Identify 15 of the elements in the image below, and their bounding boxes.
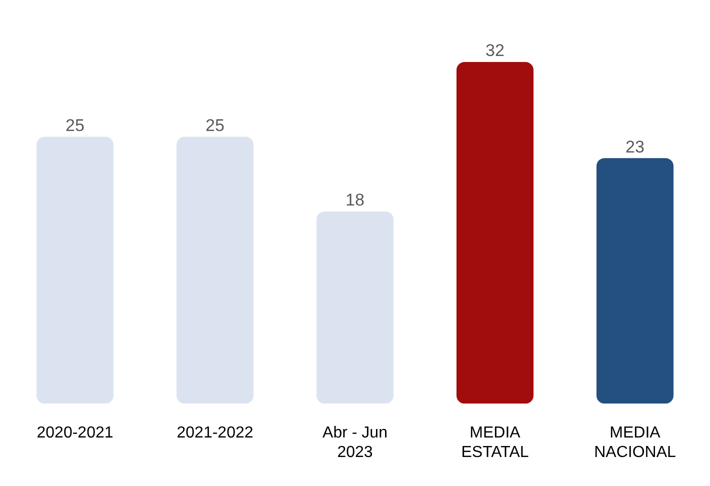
data-label: 32 bbox=[486, 41, 504, 60]
data-label: 25 bbox=[66, 116, 84, 135]
bar bbox=[316, 211, 394, 404]
x-tick-label: 2021-2022 bbox=[176, 424, 254, 442]
data-label: 25 bbox=[206, 116, 224, 135]
bar bbox=[176, 136, 254, 404]
bar bbox=[36, 136, 114, 404]
x-tick-label: MEDIA NACIONAL bbox=[594, 424, 676, 461]
x-tick-label: MEDIA ESTATAL bbox=[461, 424, 529, 461]
x-tick-label: 2020-2021 bbox=[36, 424, 114, 442]
bar bbox=[456, 62, 534, 404]
x-tick-label: Abr - Jun 2023 bbox=[322, 424, 388, 461]
data-label: 18 bbox=[346, 190, 364, 210]
data-label: 23 bbox=[626, 137, 644, 156]
bar bbox=[596, 158, 674, 404]
